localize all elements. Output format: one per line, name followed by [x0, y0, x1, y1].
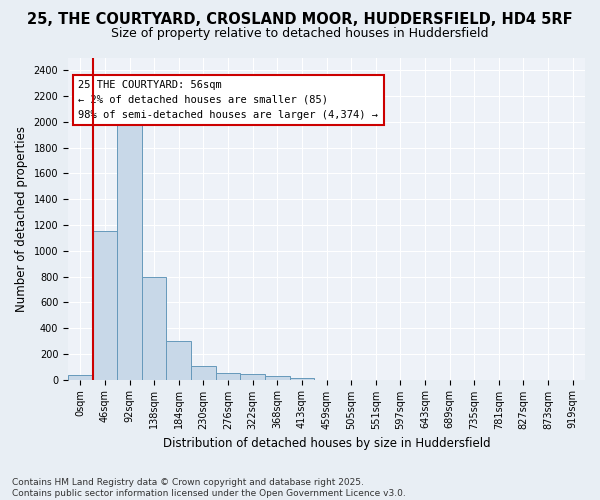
- Bar: [290, 378, 314, 380]
- Text: Size of property relative to detached houses in Huddersfield: Size of property relative to detached ho…: [111, 28, 489, 40]
- Bar: [92, 232, 117, 380]
- Bar: [68, 375, 92, 380]
- Bar: [191, 366, 216, 380]
- X-axis label: Distribution of detached houses by size in Huddersfield: Distribution of detached houses by size …: [163, 437, 490, 450]
- Text: 25 THE COURTYARD: 56sqm
← 2% of detached houses are smaller (85)
98% of semi-det: 25 THE COURTYARD: 56sqm ← 2% of detached…: [79, 80, 379, 120]
- Text: 25, THE COURTYARD, CROSLAND MOOR, HUDDERSFIELD, HD4 5RF: 25, THE COURTYARD, CROSLAND MOOR, HUDDER…: [27, 12, 573, 28]
- Bar: [241, 374, 265, 380]
- Bar: [117, 120, 142, 380]
- Bar: [265, 376, 290, 380]
- Bar: [142, 277, 166, 380]
- Bar: [216, 373, 241, 380]
- Y-axis label: Number of detached properties: Number of detached properties: [15, 126, 28, 312]
- Bar: [166, 341, 191, 380]
- Text: Contains HM Land Registry data © Crown copyright and database right 2025.
Contai: Contains HM Land Registry data © Crown c…: [12, 478, 406, 498]
